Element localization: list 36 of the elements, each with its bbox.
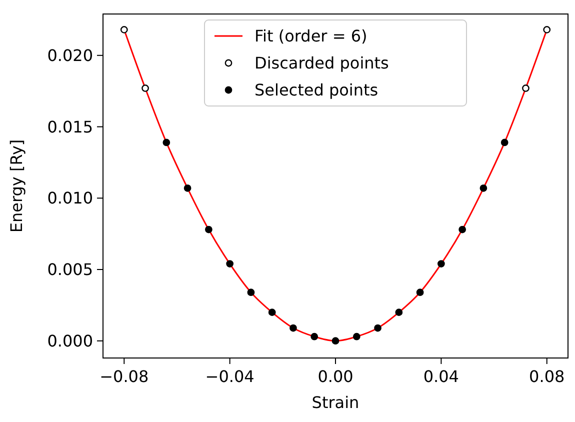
x-axis-title: Strain	[312, 393, 360, 412]
x-tick-label: 0.04	[423, 367, 459, 386]
legend-label: Fit (order = 6)	[254, 26, 368, 46]
x-tick-label: −0.04	[205, 367, 254, 386]
y-tick-label: 0.010	[47, 188, 93, 208]
point	[522, 84, 530, 92]
point	[142, 84, 149, 92]
point	[352, 332, 360, 340]
legend-label: Selected points	[254, 80, 378, 100]
point	[268, 308, 276, 316]
point	[332, 337, 340, 345]
point	[500, 138, 508, 146]
x-tick-label: 0.08	[529, 367, 565, 386]
point	[480, 184, 488, 192]
point	[310, 332, 318, 340]
point	[416, 288, 424, 296]
point	[458, 226, 466, 234]
y-tick-label: 0.015	[47, 117, 93, 136]
point	[290, 324, 297, 332]
y-tick-label: 0.020	[47, 46, 93, 65]
x-tick-label: 0.00	[318, 367, 354, 386]
y-axis-title: Energy [Ry]	[7, 139, 26, 233]
point	[204, 226, 212, 234]
point	[120, 26, 128, 34]
point	[437, 260, 445, 268]
point	[184, 184, 192, 192]
x-tick-label: −0.08	[100, 367, 149, 386]
point	[226, 260, 234, 268]
point	[395, 308, 403, 316]
point	[374, 324, 382, 332]
point	[247, 288, 255, 296]
point	[543, 26, 551, 34]
y-tick-label: 0.005	[47, 260, 93, 280]
point	[162, 138, 170, 146]
y-tick-label: 0.000	[47, 331, 93, 350]
legend-label: Discarded points	[254, 54, 389, 73]
